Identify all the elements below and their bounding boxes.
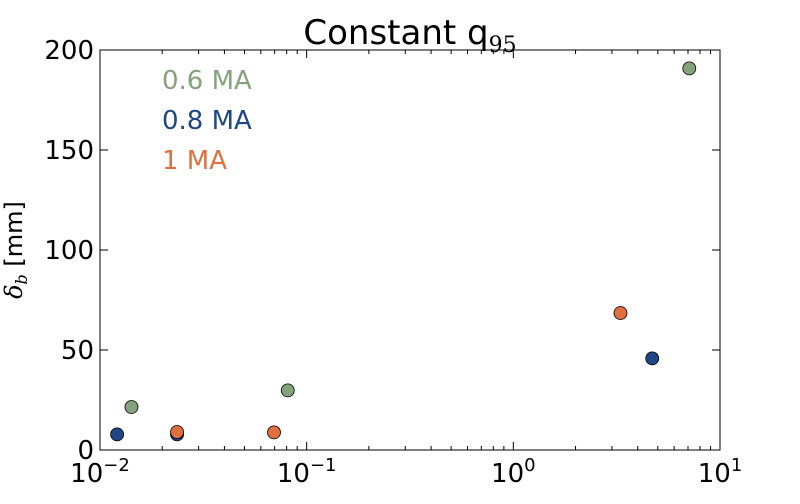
y-tick-label: 0 bbox=[77, 436, 94, 466]
y-tick-label: 150 bbox=[44, 136, 94, 166]
y-axis-label-unit: [mm] bbox=[0, 201, 28, 274]
data-point-0-6-ma bbox=[280, 383, 295, 398]
legend-label: 1 MA bbox=[162, 146, 227, 176]
legend-group: 0.6 MA 0.8 MA 1 MA bbox=[162, 66, 252, 176]
data-point-0-6-ma bbox=[124, 400, 139, 414]
points-group bbox=[110, 61, 697, 442]
ticks-group: 0 50 100 150 200 10−2 10−1 100 101 bbox=[44, 36, 742, 489]
legend-label: 0.8 MA bbox=[162, 106, 252, 136]
data-point-0-8-ma bbox=[645, 351, 660, 366]
x-tick-label: 10−1 bbox=[277, 455, 337, 489]
y-axis-label-subscript: b bbox=[12, 274, 31, 284]
chart-title-main: Constant q bbox=[303, 13, 488, 53]
data-point-1-ma bbox=[170, 425, 184, 439]
data-point-0-6-ma bbox=[682, 61, 697, 76]
y-axis-label: δb [mm] bbox=[0, 201, 31, 299]
data-point-1-ma bbox=[267, 425, 281, 440]
chart-title-subscript: 95 bbox=[489, 33, 517, 58]
x-tick-label: 101 bbox=[698, 455, 743, 489]
chart-title: Constant q95 bbox=[303, 13, 516, 58]
y-tick-label: 100 bbox=[44, 236, 94, 266]
legend-label: 0.6 MA bbox=[162, 66, 252, 96]
x-tick-label: 10−2 bbox=[70, 455, 130, 489]
data-point-0-8-ma bbox=[110, 427, 125, 442]
x-tick-label: 100 bbox=[491, 455, 536, 489]
y-tick-label: 200 bbox=[44, 36, 94, 66]
y-axis-label-symbol: δ bbox=[0, 284, 28, 298]
y-tick-label: 50 bbox=[61, 336, 94, 366]
data-point-1-ma bbox=[613, 306, 628, 320]
